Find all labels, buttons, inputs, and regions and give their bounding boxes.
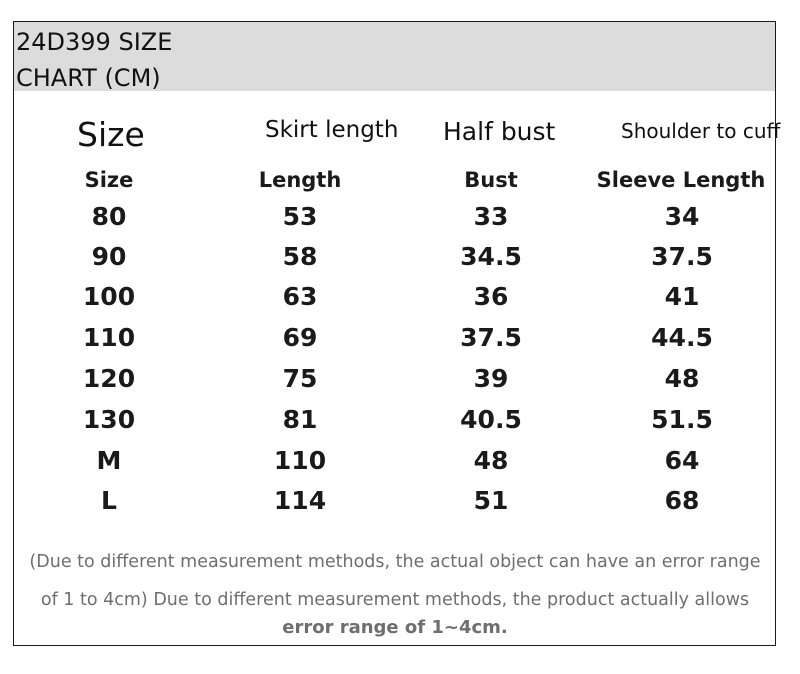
label-shoulder-to-cuff: Shoulder to cuff	[621, 119, 781, 143]
table-cell: 114	[273, 486, 327, 515]
table-cell: 34.5	[460, 242, 522, 271]
table-cell: L	[101, 486, 117, 515]
table-cell: 34	[664, 202, 700, 231]
label-half-bust: Half bust	[443, 117, 556, 146]
table-cell: 81	[282, 405, 318, 434]
column-header-length: Length	[258, 168, 342, 192]
table-cell: 51.5	[651, 405, 713, 434]
table-cell: 51	[473, 486, 509, 515]
table-cell: 33	[473, 202, 509, 231]
table-cell: 48	[473, 446, 509, 475]
table-cell: 63	[282, 282, 318, 311]
table-cell: 53	[282, 202, 318, 231]
disclaimer-line-1: (Due to different measurement methods, t…	[29, 552, 761, 572]
table-cell: 44.5	[651, 323, 713, 352]
table-cell: 75	[282, 364, 318, 393]
table-cell: 100	[82, 282, 136, 311]
table-cell: 37.5	[651, 242, 713, 271]
table-cell: 64	[664, 446, 700, 475]
table-cell: 110	[82, 323, 136, 352]
table-cell: M	[96, 446, 122, 475]
disclaimer-line-3: error range of 1~4cm.	[282, 617, 508, 638]
table-cell: 110	[273, 446, 327, 475]
table-cell: 68	[664, 486, 700, 515]
disclaimer-line-2: of 1 to 4cm) Due to different measuremen…	[40, 590, 750, 610]
table-cell: 130	[82, 405, 136, 434]
table-cell: 120	[82, 364, 136, 393]
table-cell: 37.5	[460, 323, 522, 352]
label-skirt-length: Skirt length	[265, 117, 399, 143]
table-cell: 58	[282, 242, 318, 271]
table-cell: 69	[282, 323, 318, 352]
table-cell: 36	[473, 282, 509, 311]
title-band: 24D399 SIZE CHART (CM)	[14, 22, 775, 92]
column-header-sleeve-length: Sleeve Length	[596, 168, 766, 192]
table-cell: 41	[664, 282, 700, 311]
label-size: Size	[77, 115, 145, 154]
table-cell: 40.5	[460, 405, 522, 434]
column-header-size: Size	[84, 168, 134, 192]
table-cell: 80	[91, 202, 127, 231]
table-cell: 39	[473, 364, 509, 393]
table-cell: 48	[664, 364, 700, 393]
table-cell: 90	[91, 242, 127, 271]
chart-title: 24D399 SIZE CHART (CM)	[16, 28, 173, 92]
column-header-bust: Bust	[464, 168, 518, 192]
size-chart-frame: 24D399 SIZE CHART (CM)	[13, 21, 776, 646]
